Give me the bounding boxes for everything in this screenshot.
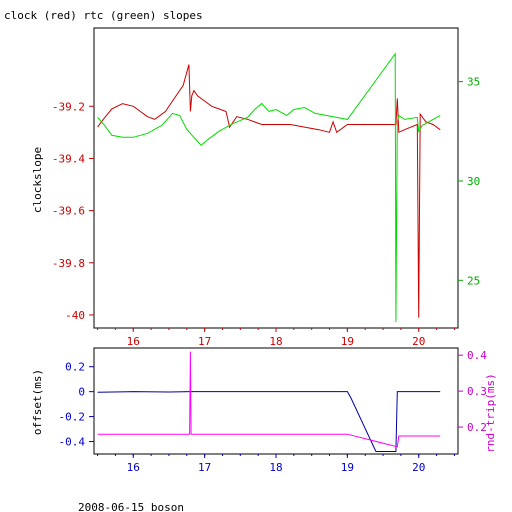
top-left-tick-label: -39.6: [52, 205, 85, 218]
page-title: clock (red) rtc (green) slopes: [4, 9, 203, 22]
bottom-x-tick-label: 18: [269, 461, 282, 474]
bottom-left-tick-label: -0.2: [59, 411, 86, 424]
series-offset-line: [97, 391, 441, 452]
bottom-x-tick-label: 17: [198, 461, 211, 474]
top-right-tick-label: 35: [467, 76, 480, 89]
series-rtc-line: [97, 52, 441, 323]
bottom-series-group: 16 17 18 19 20 0.2 0 -0.2 -0.4 0.4 0.3 0.2: [59, 349, 488, 474]
top-right-tick-label: 30: [467, 175, 480, 188]
top-x-tick-label: 16: [127, 335, 140, 348]
bottom-left-tick-label: 0.2: [65, 361, 85, 374]
bottom-x-tick-label: 20: [412, 461, 425, 474]
bottom-right-tick-label: 0.3: [467, 385, 487, 398]
bottom-chart: 16 17 18 19 20 0.2 0 -0.2 -0.4 0.4 0.3 0.2 offset(m…: [31, 347, 497, 474]
top-left-tick-label: -40: [65, 309, 85, 322]
bottom-left-tick-label: -0.4: [59, 436, 86, 449]
bottom-x-tick-label: 16: [127, 461, 140, 474]
top-plot-frame: [93, 27, 459, 329]
top-left-tick-label: -39.8: [52, 257, 85, 270]
top-series-group: 16 17 18 19 20 -39.2 -39.4 -39.6 -39.8 -40 35 30 25: [52, 52, 480, 348]
top-left-tick-label: -39.4: [52, 152, 85, 165]
top-right-tick-label: 25: [467, 274, 480, 287]
top-chart: 16 17 18 19 20-39.2-39.4-39.6-39.8-40353025 …: [31, 27, 480, 348]
top-left-axis-label: clockslope: [31, 147, 44, 213]
bottom-right-tick-label: 0.2: [467, 421, 487, 434]
bottom-x-tick-label: 19: [341, 461, 354, 474]
bottom-plot-frame: [93, 347, 459, 455]
top-x-tick-label: 17: [198, 335, 211, 348]
top-x-tick-label: 19: [341, 335, 354, 348]
series-clock-line: [97, 64, 441, 318]
top-left-tick-label: -39.2: [52, 100, 85, 113]
top-x-tick-label: 18: [269, 335, 282, 348]
top-x-tick-label: 20: [412, 335, 425, 348]
bottom-left-axis-label: offset(ms): [31, 369, 44, 435]
bottom-right-axis-label: rnd-trip(ms): [484, 373, 497, 452]
bottom-right-tick-label: 0.4: [467, 349, 487, 362]
page-footer: 2008-06-15 boson: [78, 501, 184, 512]
bottom-left-tick-label: 0: [78, 386, 85, 399]
series-rnd-trip-line: [97, 351, 441, 448]
